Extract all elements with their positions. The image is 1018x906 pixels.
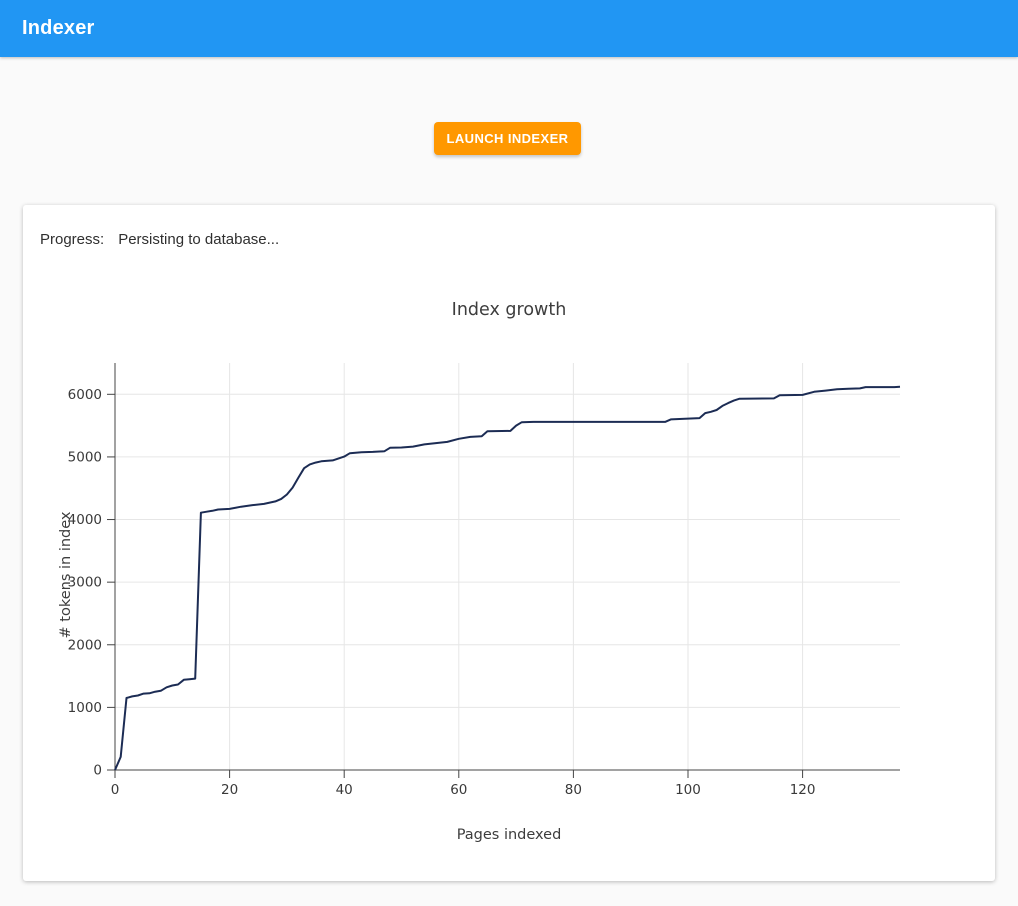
progress-status-text: Persisting to database... <box>118 231 280 248</box>
progress-row: Progress: Persisting to database... <box>40 231 279 248</box>
launch-indexer-button[interactable]: LAUNCH INDEXER <box>434 122 581 155</box>
y-tick-label: 4000 <box>68 512 102 528</box>
y-tick-label: 5000 <box>68 449 102 465</box>
x-tick-label: 120 <box>790 782 816 798</box>
y-tick-label: 6000 <box>68 387 102 403</box>
x-tick-label: 0 <box>111 782 120 798</box>
x-tick-label: 20 <box>221 782 238 798</box>
progress-label: Progress: <box>40 231 105 248</box>
series-line-tokens-in-index <box>114 385 901 771</box>
indexer-status-card: Progress: Persisting to database... Inde… <box>23 205 995 881</box>
x-tick-label: 40 <box>336 782 353 798</box>
index-growth-chart: 0 20 40 60 80 100 120 0 1000 2000 3000 4000 5000 6000 <box>68 363 901 798</box>
x-tick-label: 60 <box>450 782 467 798</box>
y-tick-label: 0 <box>93 763 102 779</box>
x-tick-label: 100 <box>675 782 701 798</box>
app-header: Indexer <box>0 0 1018 57</box>
y-tick-label: 2000 <box>68 637 102 653</box>
y-tick-label: 3000 <box>68 575 102 591</box>
chart-title: Index growth <box>451 300 567 320</box>
chart-x-axis-label: Pages indexed <box>456 827 562 843</box>
y-tick-label: 1000 <box>68 700 102 716</box>
x-tick-label: 80 <box>565 782 582 798</box>
app-title: Indexer <box>22 17 95 39</box>
